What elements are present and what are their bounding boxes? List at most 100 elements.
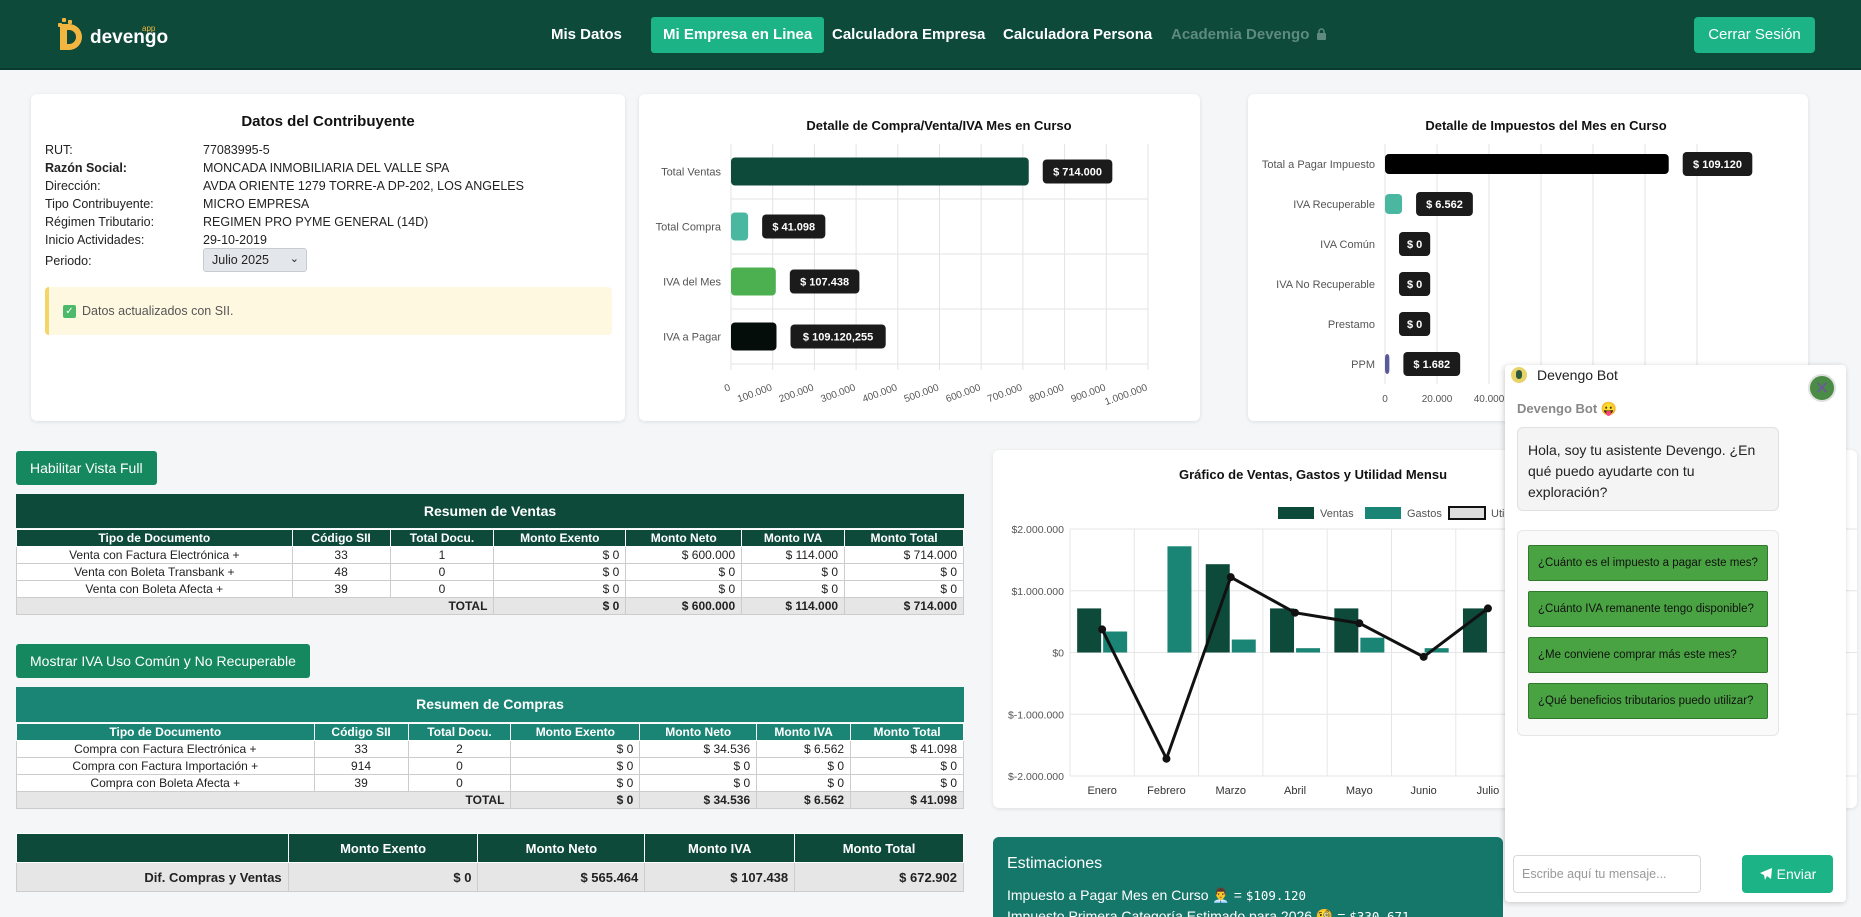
nav-academia[interactable]: Academia Devengo bbox=[1159, 17, 1339, 53]
paper-plane-icon bbox=[1759, 868, 1772, 880]
suggestion-button[interactable]: ¿Cuánto es el impuesto a pagar este mes? bbox=[1528, 545, 1768, 581]
table-cell: Compra con Boleta Afecta + bbox=[16, 774, 315, 792]
table-cell: $ 600.000 bbox=[625, 546, 743, 564]
table-cell: $ 0 bbox=[510, 757, 641, 775]
tick-label: 800.000 bbox=[1028, 382, 1066, 405]
ventas-gastos-utilidad-chart: Gráfico de Ventas, Gastos y Utilidad Men… bbox=[1008, 467, 1857, 797]
table-cell: $ 0 bbox=[844, 580, 964, 598]
table-cell: $ 0 bbox=[493, 563, 627, 581]
category-label: IVA Recuperable bbox=[1293, 199, 1375, 211]
data-label-bg bbox=[1399, 312, 1431, 336]
gastos-bar bbox=[1424, 648, 1449, 653]
tick-label: $0 bbox=[1052, 648, 1064, 660]
utilidad-point bbox=[1162, 754, 1171, 763]
data-label: $ 714.000 bbox=[1053, 167, 1102, 179]
table-row: Compra con Boleta Afecta +39 0 $ 0 $ 0 $ 0 $ … bbox=[16, 774, 964, 792]
estimacion-primera-categoria: Impuesto Primera Categoría Estimado para… bbox=[1007, 908, 1410, 917]
table-cell: 39 bbox=[291, 580, 391, 598]
tick-label: 500.000 bbox=[903, 382, 941, 405]
bot-avatar-icon bbox=[1511, 367, 1527, 383]
periodo-select[interactable]: Julio 2025 ⌄ bbox=[203, 248, 307, 272]
logo-mark-icon bbox=[58, 18, 88, 52]
table-cell: $ 672.902 bbox=[794, 862, 964, 892]
chat-message-input[interactable]: Escribe aquí tu mensaje... bbox=[1513, 855, 1701, 893]
gastos-bar bbox=[1103, 631, 1128, 653]
nav-mis-datos[interactable]: Mis Datos bbox=[551, 26, 622, 43]
tick-label: 100.000 bbox=[736, 382, 774, 405]
table-cell: $ 0 bbox=[493, 546, 627, 564]
tick-label: $1.000.000 bbox=[1011, 586, 1064, 598]
periodo-label: Periodo: bbox=[45, 254, 92, 268]
nav-calculadora-empresa[interactable]: Calculadora Empresa bbox=[832, 26, 986, 43]
gastos-bar bbox=[1231, 639, 1256, 653]
category-label: IVA No Recuperable bbox=[1276, 279, 1375, 291]
info-row: Dirección: AVDA ORIENTE 1279 TORRE-A DP-2… bbox=[45, 179, 524, 193]
data-label-bg bbox=[1403, 352, 1461, 376]
nav-calculadora-persona[interactable]: Calculadora Persona bbox=[1003, 26, 1153, 43]
column-header: Tipo de Documento bbox=[16, 723, 315, 741]
utilidad-point bbox=[1419, 652, 1428, 661]
diferencia-table: Monto Exento Monto Neto Monto IVA Monto Tot… bbox=[16, 833, 964, 892]
data-label-bg bbox=[1399, 272, 1431, 296]
chat-sender: Devengo Bot 😛 bbox=[1517, 401, 1617, 416]
table-cell: $ 600.000 bbox=[625, 597, 743, 615]
suggestion-button[interactable]: ¿Qué beneficios tributarios puedo utiliz… bbox=[1528, 683, 1768, 719]
column-header: Total Docu. bbox=[389, 529, 495, 547]
category-label: Julio bbox=[1477, 785, 1500, 797]
logout-button[interactable]: Cerrar Sesión bbox=[1694, 17, 1815, 53]
tick-label: $-1.000.000 bbox=[1008, 709, 1064, 721]
send-button[interactable]: Enviar bbox=[1742, 855, 1833, 893]
chart-title: Detalle de Impuestos del Mes en Curso bbox=[1425, 118, 1666, 133]
table-cell: Venta con Boleta Afecta + bbox=[16, 580, 293, 598]
data-label-bg bbox=[762, 214, 826, 239]
table-cell: $ 0 bbox=[850, 757, 964, 775]
data-label: $ 0 bbox=[1407, 239, 1422, 251]
column-header: Monto Exento bbox=[493, 529, 627, 547]
legend-label: Ventas bbox=[1320, 508, 1354, 520]
table-row: Venta con Boleta Transbank +48 0 $ 0 $ 0 $ 0… bbox=[16, 563, 964, 581]
nav-mi-empresa[interactable]: Mi Empresa en Linea bbox=[651, 17, 825, 53]
ventas-bar bbox=[1334, 608, 1359, 653]
tick-label: 20.000 bbox=[1422, 394, 1453, 405]
table-cell: $ 0 bbox=[756, 774, 852, 792]
estimaciones-panel: Estimaciones Impuesto a Pagar Mes en Cur… bbox=[993, 837, 1503, 917]
data-label-bg bbox=[790, 324, 886, 349]
table-cell: 33 bbox=[313, 740, 409, 758]
category-label: Total Compra bbox=[656, 222, 722, 234]
data-label: $ 0 bbox=[1407, 279, 1422, 291]
column-header: Monto Exento bbox=[287, 833, 479, 863]
table-cell: 0 bbox=[407, 757, 512, 775]
column-header: Código SII bbox=[291, 529, 391, 547]
column-header: Monto IVA bbox=[741, 529, 846, 547]
total-label: TOTAL bbox=[15, 597, 495, 615]
table-cell: Venta con Factura Electrónica + bbox=[16, 546, 293, 564]
mostrar-iva-button[interactable]: Mostrar IVA Uso Común y No Recuperable bbox=[16, 644, 310, 678]
check-icon: ✓ bbox=[63, 304, 76, 318]
habilitar-vista-full-button[interactable]: Habilitar Vista Full bbox=[16, 451, 157, 485]
suggestions-box: ¿Cuánto es el impuesto a pagar este mes?… bbox=[1517, 530, 1779, 736]
suggestion-button[interactable]: ¿Cuánto IVA remanente tengo disponible? bbox=[1528, 591, 1768, 627]
table-cell: $ 107.438 bbox=[644, 862, 796, 892]
table-cell: $ 0 bbox=[850, 774, 964, 792]
data-label-bg bbox=[1399, 232, 1431, 256]
table-cell: $ 0 bbox=[493, 580, 627, 598]
chatbot-title: Devengo Bot bbox=[1537, 367, 1618, 383]
table-cell: $ 0 bbox=[510, 774, 641, 792]
table-cell: 33 bbox=[291, 546, 391, 564]
category-label: IVA Común bbox=[1320, 239, 1375, 251]
estimacion-impuesto-mes: Impuesto a Pagar Mes en Curso 👨‍💼 = $109… bbox=[1007, 887, 1307, 903]
devengo-logo[interactable]: devengo app bbox=[58, 18, 168, 52]
category-label: PPM bbox=[1351, 359, 1375, 371]
legend-label: Uti bbox=[1491, 508, 1504, 520]
tick-label: 200.000 bbox=[778, 382, 816, 405]
utilidad-point bbox=[1098, 625, 1107, 634]
tick-label: 900.000 bbox=[1070, 382, 1108, 405]
table-row: Venta con Boleta Afecta +39 0 $ 0 $ 0 $ 0 $ 0 bbox=[16, 580, 964, 598]
compra-venta-chart: Detalle de Compra/Venta/IVA Mes en Curso… bbox=[656, 118, 1150, 408]
close-chat-button[interactable]: ✕ bbox=[1808, 374, 1836, 402]
table-cell: 914 bbox=[313, 757, 409, 775]
dif-label: Dif. Compras y Ventas bbox=[16, 862, 289, 892]
gastos-bar bbox=[1296, 648, 1321, 653]
suggestion-button[interactable]: ¿Me conviene comprar más este mes? bbox=[1528, 637, 1768, 673]
column-header: Monto Total bbox=[850, 723, 964, 741]
